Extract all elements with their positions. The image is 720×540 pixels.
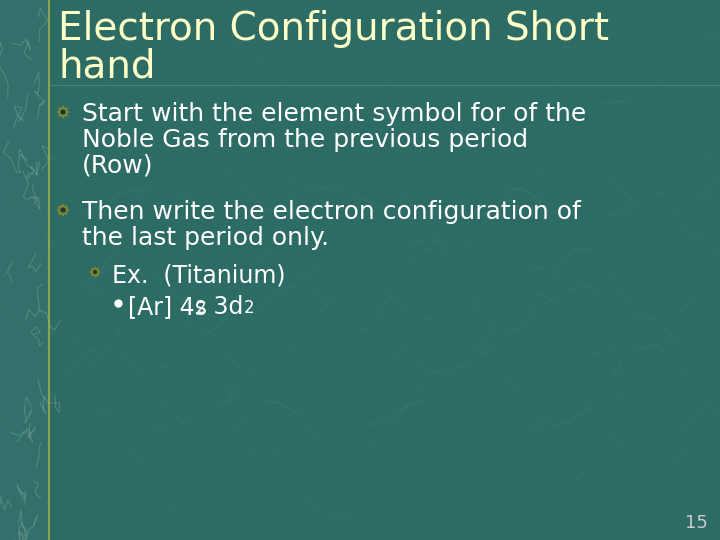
Polygon shape — [58, 204, 68, 215]
Text: the last period only.: the last period only. — [82, 226, 329, 250]
Polygon shape — [90, 267, 99, 276]
Circle shape — [94, 271, 96, 274]
Text: hand: hand — [58, 48, 156, 86]
Text: 2: 2 — [244, 299, 255, 317]
Text: Start with the element symbol for of the: Start with the element symbol for of the — [82, 102, 586, 126]
Circle shape — [61, 110, 65, 114]
Bar — [0, 0, 50, 540]
Text: [Ar] 4s: [Ar] 4s — [128, 295, 207, 319]
Text: Ex.  (Titanium): Ex. (Titanium) — [112, 264, 286, 288]
Text: 2: 2 — [196, 299, 207, 317]
Circle shape — [61, 208, 65, 212]
Text: Electron Configuration Short: Electron Configuration Short — [58, 10, 609, 48]
Text: Noble Gas from the previous period: Noble Gas from the previous period — [82, 128, 528, 152]
Polygon shape — [58, 106, 68, 118]
Text: 15: 15 — [685, 514, 708, 532]
Text: Then write the electron configuration of: Then write the electron configuration of — [82, 200, 581, 224]
Text: 3d: 3d — [206, 295, 243, 319]
Text: (Row): (Row) — [82, 154, 153, 178]
